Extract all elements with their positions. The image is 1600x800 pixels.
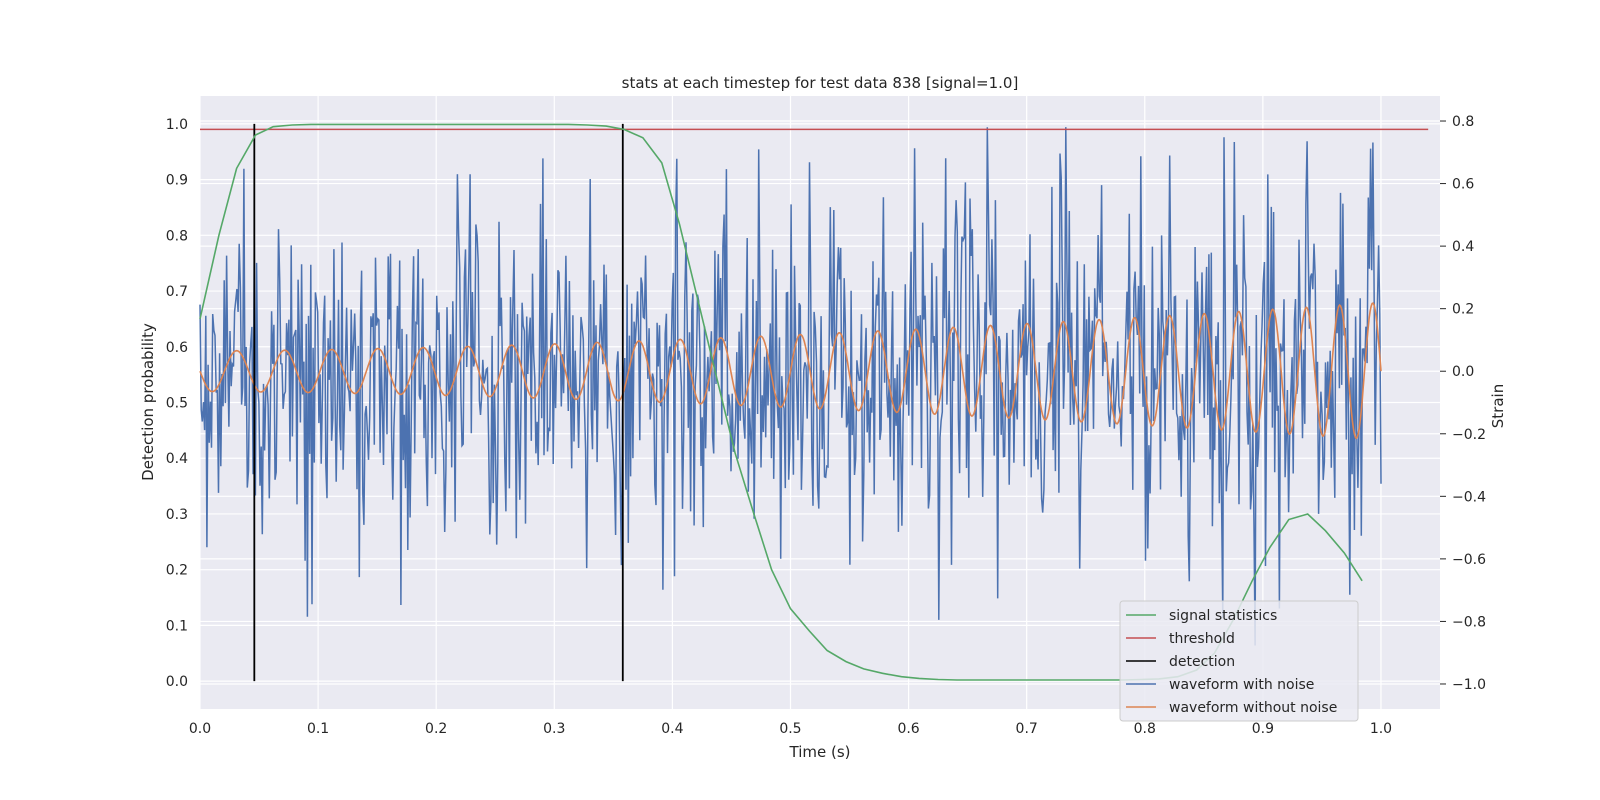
series-waveform-without-noise [199,302,1382,440]
x-tick-label: 0.8 [1134,721,1156,737]
legend: signal statistics threshold detection wa… [1119,600,1359,722]
y2-tick-label: 0.6 [1452,177,1474,193]
legend-box [1119,600,1359,722]
y-tick-label: 0.9 [166,173,188,189]
y2-tick-label: 0.2 [1452,302,1474,318]
y-tick-label: 0.7 [166,284,188,300]
chart-title: stats at each timestep for test data 838… [622,74,1019,92]
y2-tick-label: 0.4 [1452,239,1474,255]
x-tick-label: 0.3 [543,721,565,737]
x-tick-label: 0.4 [661,721,683,737]
y-axis-label: Detection probability [139,323,157,481]
y2-tick-label: 0.8 [1452,114,1474,130]
x-tick-label: 0.2 [425,721,447,737]
axes: 0.0 0.1 0.2 0.3 0.4 0.5 0.6 0.7 0.8 0.9 1.0 0.0 0.1 0… [166,114,1486,737]
y-tick-label: 0.5 [166,396,188,412]
x-tick-label: 0.0 [189,721,211,737]
legend-label-clean: waveform without noise [1169,700,1337,716]
series-waveform-with-noise [199,127,1382,646]
y-tick-label: 0.3 [166,507,188,523]
x-tick-label: 0.6 [897,721,919,737]
y2-tick-label: −1.0 [1452,677,1486,693]
y-tick-label: 0.0 [166,674,188,690]
y-tick-label: 0.8 [166,228,188,244]
y2-tick-label: 0.0 [1452,364,1474,380]
y2-axis-label: Strain [1489,384,1507,428]
y-tick-label: 0.1 [166,618,188,634]
y-tick-label: 0.2 [166,563,188,579]
legend-label-noisy: waveform with noise [1169,677,1314,693]
y-tick-label: 0.6 [166,340,188,356]
y2-tick-label: −0.6 [1452,552,1486,568]
y-tick-label: 1.0 [166,117,188,133]
legend-label-detection: detection [1169,654,1235,670]
x-axis-label: Time (s) [789,743,851,761]
x-tick-label: 0.5 [779,721,801,737]
legend-label-threshold: threshold [1169,631,1235,647]
x-tick-label: 0.9 [1252,721,1274,737]
x-tick-label: 0.7 [1016,721,1038,737]
x-tick-label: 0.1 [307,721,329,737]
legend-label-signal: signal statistics [1169,608,1277,624]
y2-tick-label: −0.2 [1452,427,1486,443]
y2-tick-label: −0.8 [1452,614,1486,630]
y2-tick-label: −0.4 [1452,489,1486,505]
y-tick-label: 0.4 [166,451,188,467]
x-tick-label: 1.0 [1370,721,1392,737]
